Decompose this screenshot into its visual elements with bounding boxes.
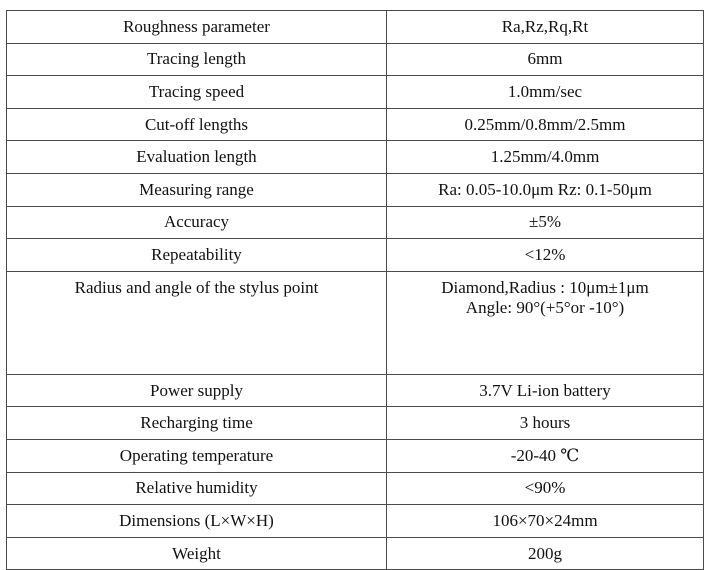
table-row: Recharging time 3 hours	[6, 406, 704, 440]
value-cell: 1.0mm/sec	[386, 75, 704, 109]
value-line: Angle: 90°(+5°or -10°)	[465, 297, 625, 317]
value-cell: Ra: 0.05-10.0μm Rz: 0.1-50μm	[386, 172, 704, 207]
parameter-cell: Measuring range	[6, 172, 387, 207]
table-row: Operating temperature -20-40 ℃	[6, 438, 704, 473]
value-cell: 6mm	[386, 42, 704, 77]
table-row: Radius and angle of the stylus point Dia…	[6, 270, 704, 375]
table-row: Weight 200g	[6, 536, 704, 570]
value-cell: 3 hours	[386, 406, 704, 440]
specifications-table: Roughness parameter Ra,Rz,Rq,Rt Tracing …	[6, 10, 704, 570]
table-row: Measuring range Ra: 0.05-10.0μm Rz: 0.1-…	[6, 172, 704, 207]
parameter-cell: Dimensions (L×W×H)	[6, 504, 387, 538]
value-cell: Diamond,Radius : 10μm±1μm Angle: 90°(+5°…	[386, 270, 704, 375]
parameter-cell: Evaluation length	[6, 140, 387, 174]
table-row: Tracing speed 1.0mm/sec	[6, 75, 704, 109]
parameter-cell: Relative humidity	[6, 471, 387, 506]
value-cell: Ra,Rz,Rq,Rt	[386, 10, 704, 44]
value-cell: 1.25mm/4.0mm	[386, 140, 704, 174]
value-cell: -20-40 ℃	[386, 438, 704, 473]
table-row: Relative humidity <90%	[6, 471, 704, 506]
value-cell: 200g	[386, 536, 704, 570]
parameter-cell: Recharging time	[6, 406, 387, 440]
value-cell: 106×70×24mm	[386, 504, 704, 538]
value-cell: <90%	[386, 471, 704, 506]
parameter-cell: Cut-off lengths	[6, 107, 387, 142]
parameter-cell: Accuracy	[6, 205, 387, 240]
table-row: Accuracy ±5%	[6, 205, 704, 240]
table-row: Dimensions (L×W×H) 106×70×24mm	[6, 504, 704, 538]
value-cell: ±5%	[386, 205, 704, 240]
table-row: Cut-off lengths 0.25mm/0.8mm/2.5mm	[6, 107, 704, 142]
value-cell: 3.7V Li-ion battery	[386, 373, 704, 408]
table-row: Tracing length 6mm	[6, 42, 704, 77]
value-line: Diamond,Radius : 10μm±1μm	[441, 277, 649, 297]
table-row: Repeatability <12%	[6, 238, 704, 272]
parameter-cell: Weight	[6, 536, 387, 570]
parameter-cell: Power supply	[6, 373, 387, 408]
parameter-cell: Tracing length	[6, 42, 387, 77]
table-row: Evaluation length 1.25mm/4.0mm	[6, 140, 704, 174]
parameter-cell: Radius and angle of the stylus point	[6, 270, 387, 375]
table-row: Roughness parameter Ra,Rz,Rq,Rt	[6, 10, 704, 44]
parameter-cell: Operating temperature	[6, 438, 387, 473]
table-row: Power supply 3.7V Li-ion battery	[6, 373, 704, 408]
parameter-cell: Tracing speed	[6, 75, 387, 109]
parameter-cell: Roughness parameter	[6, 10, 387, 44]
value-cell: 0.25mm/0.8mm/2.5mm	[386, 107, 704, 142]
parameter-cell: Repeatability	[6, 238, 387, 272]
value-cell: <12%	[386, 238, 704, 272]
